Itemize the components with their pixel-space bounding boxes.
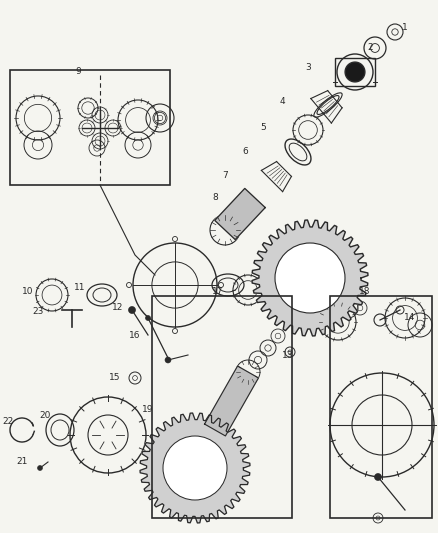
Circle shape [165, 357, 171, 363]
Text: 1: 1 [402, 23, 408, 33]
Text: 8: 8 [212, 193, 218, 203]
Circle shape [128, 306, 135, 313]
Circle shape [145, 316, 151, 320]
Polygon shape [205, 366, 258, 436]
Text: 20: 20 [39, 410, 51, 419]
Text: 13: 13 [282, 351, 294, 359]
Circle shape [163, 436, 227, 500]
Text: 9: 9 [75, 68, 81, 77]
Text: 6: 6 [242, 148, 248, 157]
Circle shape [275, 243, 345, 313]
Bar [152, 296, 292, 518]
Text: 19: 19 [142, 406, 154, 415]
Text: 7: 7 [222, 171, 228, 180]
Polygon shape [252, 220, 368, 336]
Bar [330, 296, 432, 518]
Polygon shape [140, 413, 250, 523]
Text: 11: 11 [74, 284, 86, 293]
Polygon shape [215, 189, 265, 239]
Text: 16: 16 [129, 330, 141, 340]
Circle shape [345, 62, 365, 82]
Text: 17: 17 [212, 287, 224, 296]
Text: 5: 5 [260, 124, 266, 133]
Text: 23: 23 [32, 308, 44, 317]
Text: 12: 12 [112, 303, 124, 312]
Text: 22: 22 [2, 417, 14, 426]
Circle shape [374, 473, 381, 481]
Bar [335, 58, 375, 86]
Text: 4: 4 [279, 98, 285, 107]
Text: 21: 21 [16, 457, 28, 466]
Text: 2: 2 [367, 44, 373, 52]
Bar [10, 70, 170, 185]
Text: 10: 10 [22, 287, 34, 296]
Circle shape [38, 465, 42, 471]
Text: 3: 3 [305, 63, 311, 72]
Text: 15: 15 [109, 374, 121, 383]
Text: 14: 14 [404, 313, 416, 322]
Text: 18: 18 [359, 287, 371, 296]
